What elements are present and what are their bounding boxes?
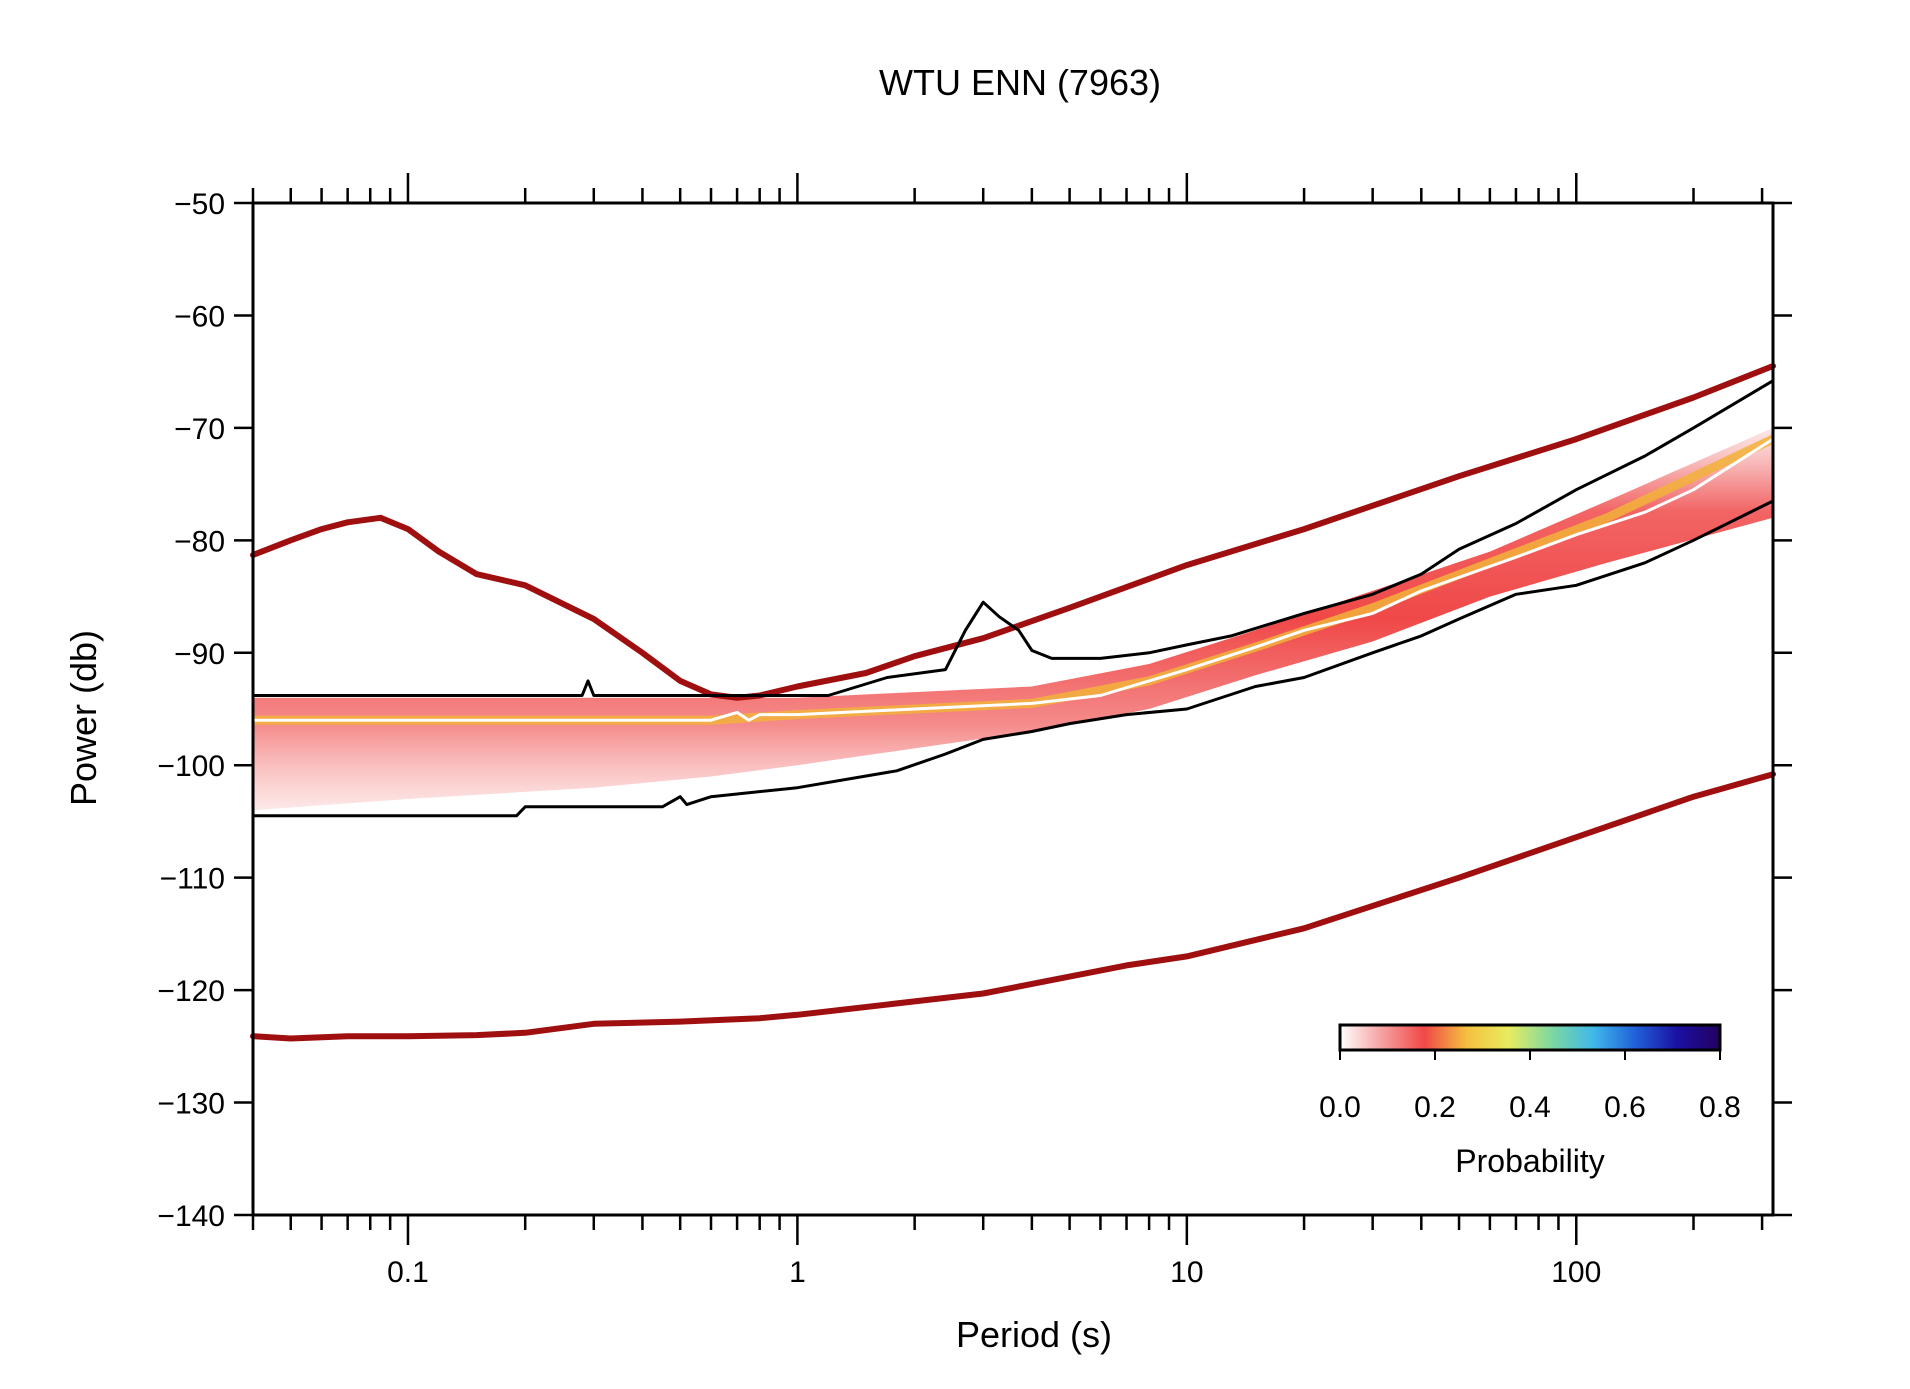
- colorbar-tick-label: 0.4: [1509, 1091, 1551, 1124]
- y-tick-label: −110: [160, 863, 225, 896]
- y-tick-label: −70: [174, 413, 225, 446]
- probability-density-band: [253, 427, 1775, 811]
- y-tick-label: −120: [157, 975, 225, 1008]
- y-tick-label: −80: [174, 525, 225, 558]
- colorbar-tick-label: 0.2: [1414, 1091, 1456, 1124]
- series-line-3: [251, 499, 1775, 818]
- y-tick-label: −50: [174, 188, 225, 221]
- pdf-band-area: [253, 427, 1773, 811]
- plot-frame: [251, 201, 1775, 1217]
- colorbar-gradient: [1338, 1023, 1722, 1052]
- series-layer: [250, 363, 1776, 1042]
- x-axis-ticks: 0.1 1 10 100: [251, 173, 1764, 1289]
- y-tick-label: −100: [157, 750, 225, 783]
- colorbar-ticks: 0.0 0.2 0.4 0.6 0.8: [1319, 1050, 1741, 1124]
- y-tick-label: −90: [174, 638, 225, 671]
- chart-title: WTU ENN (7963): [879, 62, 1161, 103]
- y-tick-label: −130: [157, 1088, 225, 1121]
- x-tick-label: 0.1: [387, 1256, 429, 1289]
- colorbar-label: Probability: [1455, 1143, 1604, 1179]
- plot-border: [251, 201, 1775, 1217]
- x-axis-label: Period (s): [956, 1314, 1112, 1355]
- colorbar-tick-label: 0.0: [1319, 1091, 1361, 1124]
- series-line-4: [251, 437, 1775, 722]
- x-tick-label: 10: [1170, 1256, 1203, 1289]
- colorbar: 0.0 0.2 0.4 0.6 0.8 Probability: [1319, 1023, 1741, 1179]
- x-tick-label: 1: [789, 1256, 806, 1289]
- y-tick-label: −60: [174, 300, 225, 333]
- y-axis-label: Power (db): [63, 630, 104, 806]
- x-tick-label: 100: [1551, 1256, 1601, 1289]
- y-tick-label: −140: [157, 1200, 225, 1233]
- colorbar-tick-label: 0.6: [1604, 1091, 1646, 1124]
- series-line-2: [251, 379, 1775, 697]
- series-line-1: [250, 771, 1776, 1042]
- colorbar-tick-label: 0.8: [1699, 1091, 1741, 1124]
- y-axis-ticks: −50 −60 −70 −80 −90 −100 −110 −120 −130 −140: [157, 188, 1792, 1233]
